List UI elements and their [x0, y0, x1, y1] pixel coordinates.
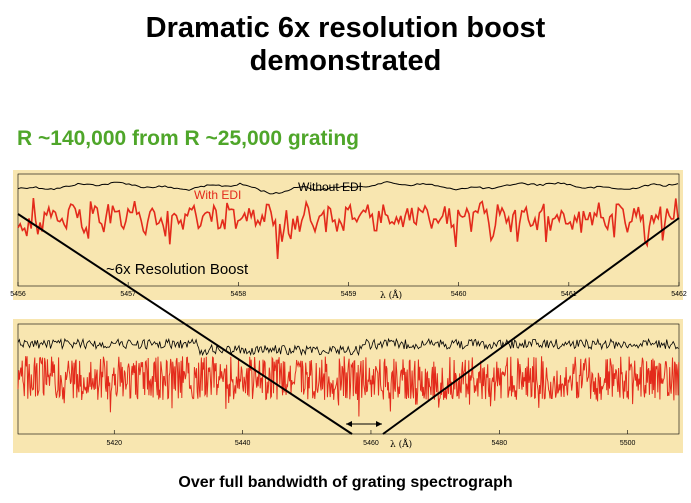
- top-axis-label: λ (Å): [380, 289, 402, 301]
- zoom-line-left: [17, 213, 353, 435]
- bottom-panel-background: [13, 319, 683, 453]
- x-tick-label: 5480: [492, 440, 508, 447]
- x-tick-label: 5459: [341, 291, 357, 298]
- resolution-boost-label: ~6x Resolution Boost: [106, 261, 249, 278]
- x-tick-label: 5440: [235, 440, 251, 447]
- x-tick-label: 5462: [671, 291, 687, 298]
- x-tick-label: 5500: [620, 440, 636, 447]
- zoom-range-arrow: [346, 421, 382, 427]
- x-tick-label: 5458: [231, 291, 247, 298]
- top-without-edi-line: [17, 181, 679, 195]
- top-with-edi-line: [17, 198, 679, 259]
- top-panel-background: [13, 170, 683, 300]
- title-line-2: demonstrated: [249, 45, 442, 77]
- bottom-without-edi-line: [17, 337, 679, 357]
- bottom-axis-ticks: 5420 5440 5460 5480 5500: [106, 430, 636, 447]
- x-tick-label: 5461: [561, 291, 577, 298]
- bottom-with-edi-line: [17, 356, 680, 417]
- slide-subtitle: R ~140,000 from R ~25,000 grating: [17, 127, 359, 150]
- x-tick-label: 5456: [10, 291, 26, 298]
- slide-title: Dramatic 6x resolution boost demonstrate…: [0, 12, 691, 78]
- bottom-axis-label: λ (Å): [390, 438, 412, 450]
- title-line-1: Dramatic 6x resolution boost: [145, 12, 546, 44]
- x-tick-label: 5460: [363, 440, 379, 447]
- top-axis-ticks: 5456 5457 5458 5459 5460 5461 5462: [10, 282, 687, 298]
- without-edi-label: Without EDI: [298, 180, 362, 194]
- x-tick-label: 5420: [106, 440, 122, 447]
- x-tick-label: 5460: [451, 291, 467, 298]
- with-edi-label: With EDI: [194, 188, 241, 202]
- x-tick-label: 5457: [120, 291, 136, 298]
- zoom-line-right: [382, 217, 680, 435]
- slide-caption: Over full bandwidth of grating spectrogr…: [178, 474, 513, 491]
